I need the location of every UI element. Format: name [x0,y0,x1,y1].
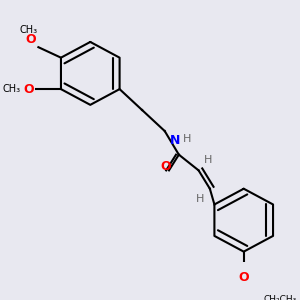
Text: H: H [204,155,213,165]
Text: CH₂CH₃: CH₂CH₃ [263,295,297,300]
Text: H: H [183,134,191,144]
Text: CH₃: CH₃ [2,84,21,94]
Text: H: H [196,194,204,204]
Text: O: O [23,82,34,96]
Text: CH₃: CH₃ [20,26,38,35]
Text: N: N [170,134,181,147]
Text: O: O [161,160,172,173]
Text: O: O [25,33,36,46]
Text: O: O [238,271,249,284]
